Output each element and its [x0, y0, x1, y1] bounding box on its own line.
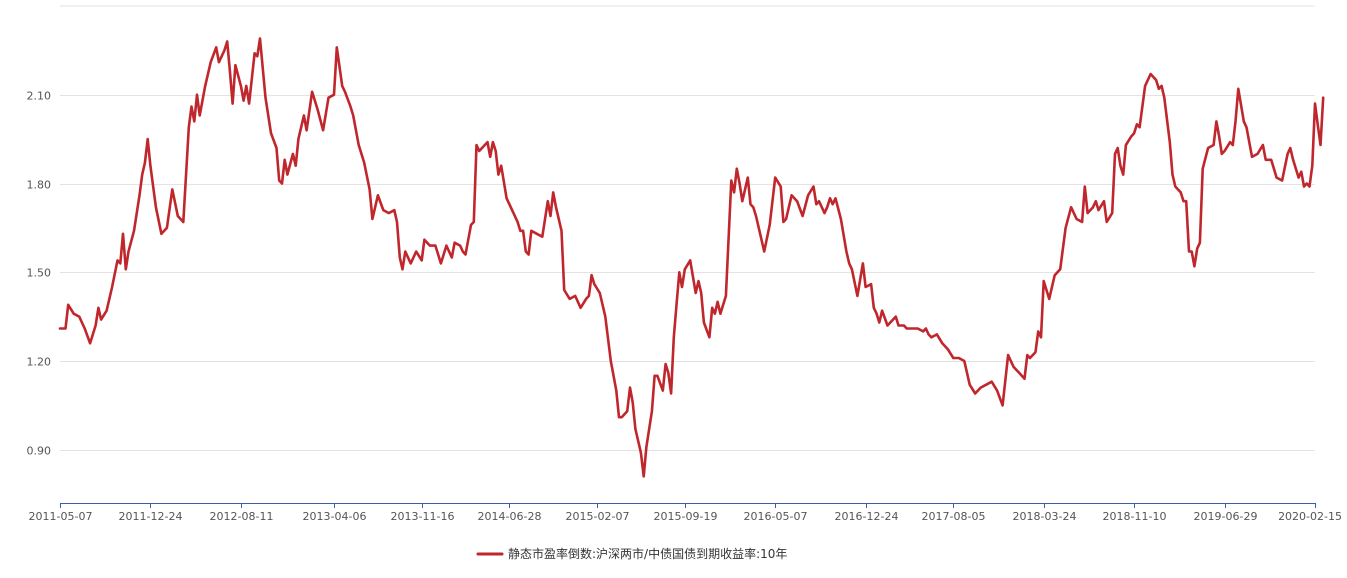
- legend[interactable]: 静态市盈率倒数:沪深两市/中债国债到期收益率:10年: [476, 546, 787, 561]
- y-tick-label: 2.10: [27, 90, 52, 103]
- legend-item[interactable]: 静态市盈率倒数:沪深两市/中债国债到期收益率:10年: [476, 546, 787, 561]
- series-line: [58, 37, 1325, 478]
- legend-label: 静态市盈率倒数:沪深两市/中债国债到期收益率:10年: [508, 546, 787, 561]
- y-axis-ticks: 0.90 1.20 1.50 1.80 2.10: [27, 90, 52, 458]
- x-tick-label: 2015-02-07: [566, 510, 630, 523]
- x-tick-label: 2012-08-11: [210, 510, 274, 523]
- x-tick-label: 2016-05-07: [744, 510, 808, 523]
- y-tick-label: 0.90: [27, 445, 52, 458]
- x-tick-label: 2011-05-07: [29, 510, 93, 523]
- x-tick-label: 2018-03-24: [1013, 510, 1077, 523]
- x-tick-label: 2011-12-24: [119, 510, 183, 523]
- x-tick-label: 2013-04-06: [303, 510, 367, 523]
- y-tick-label: 1.20: [27, 356, 52, 369]
- x-tick-label: 2016-12-24: [835, 510, 899, 523]
- grid-lines: [60, 5, 1315, 451]
- y-tick-label: 1.80: [27, 179, 52, 192]
- x-tick-label: 2014-06-28: [478, 510, 542, 523]
- x-tick-label: 2019-06-29: [1194, 510, 1258, 523]
- x-tick-label: 2018-11-10: [1103, 510, 1167, 523]
- x-tick-label: 2017-08-05: [922, 510, 986, 523]
- x-axis: 2011-05-07 2011-12-24 2012-08-11 2013-04-06…: [29, 503, 1342, 523]
- series-lines: [58, 37, 1325, 478]
- x-tick-label: 2020-02-15: [1278, 510, 1342, 523]
- x-tick-label: 2015-09-19: [654, 510, 718, 523]
- x-tick-label: 2013-11-16: [391, 510, 455, 523]
- y-tick-label: 1.50: [27, 267, 52, 280]
